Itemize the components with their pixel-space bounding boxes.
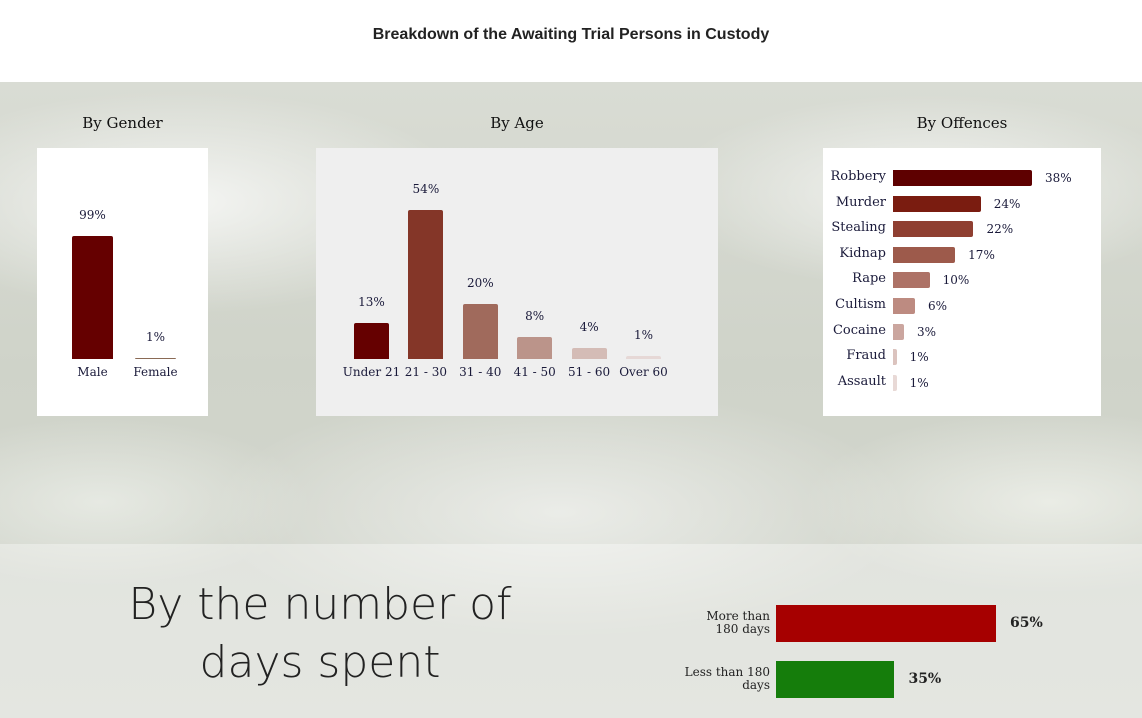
bar-21-30	[408, 210, 444, 359]
value-label-cultism: 6%	[927, 299, 947, 313]
value-label-murder: 24%	[993, 196, 1021, 211]
age-chart-title: By Age	[490, 114, 544, 132]
page-title: Breakdown of the Awaiting Trial Persons …	[372, 26, 770, 43]
bar-cultism	[893, 298, 915, 314]
days-label-more-than-180-days: More than 180 days	[706, 609, 770, 636]
category-label-under-21: Under 21	[342, 365, 401, 379]
bar-41-50	[517, 336, 553, 359]
value-label-under-21: 13%	[358, 295, 385, 310]
category-label-male: Male	[77, 365, 108, 379]
gender-chart: 99% Male 1% Female	[37, 148, 208, 416]
value-label-cocaine: 3%	[916, 324, 937, 339]
bar-31-40	[462, 303, 498, 359]
bar-robbery	[893, 170, 1032, 186]
bar-female	[135, 357, 176, 359]
offences-chart: Robbery 38% Murder 24% Stealing 22% Kidnap 17% R…	[823, 148, 1101, 416]
bar-murder	[893, 195, 981, 212]
value-label-assault: 1%	[909, 375, 929, 390]
value-label-robbery: 38%	[1045, 171, 1072, 185]
value-label-51-60: 4%	[579, 319, 599, 334]
category-label-over-60: Over 60	[619, 365, 668, 379]
age-chart: 13% Under 21 54% 21 - 30 20% 31 - 40 8% 41 - 50…	[316, 148, 718, 416]
bar-under-21	[354, 323, 389, 359]
offence-label-fraud: Fraud	[846, 348, 886, 364]
category-label-51-60: 51 - 60	[567, 365, 611, 379]
offence-label-robbery: Robbery	[830, 169, 886, 184]
value-label-21-30: 54%	[412, 182, 440, 196]
value-label-fraud: 1%	[909, 350, 929, 365]
days-chart-title: By the number of days spent	[128, 579, 512, 688]
offence-label-rape: Rape	[852, 271, 886, 287]
category-label-31-40: 31 - 40	[459, 365, 502, 379]
offences-chart-title: By Offences	[916, 114, 1008, 132]
bar-rape	[893, 272, 930, 289]
offence-label-murder: Murder	[835, 194, 886, 210]
value-label-less-than-180-days: 35%	[908, 671, 942, 687]
bar-less-than-180-days	[776, 661, 895, 698]
offence-label-stealing: Stealing	[831, 220, 886, 236]
bar-more-than-180-days	[776, 605, 996, 642]
value-label-kidnap: 17%	[968, 247, 995, 262]
bar-51-60	[571, 347, 607, 359]
value-label-over-60: 1%	[633, 328, 654, 343]
bar-male	[72, 236, 113, 359]
days-chart: More than 180 days 65% Less than 180 days 3…	[640, 590, 1120, 710]
category-label-41-50: 41 - 50	[513, 365, 556, 379]
value-label-rape: 10%	[942, 273, 970, 288]
category-label-female: Female	[133, 365, 178, 379]
value-label-male: 99%	[79, 208, 106, 223]
offence-label-assault: Assault	[837, 373, 886, 389]
bar-cocaine	[893, 323, 904, 340]
days-label-less-than-180-days: Less than 180 days	[684, 665, 770, 692]
bar-over-60	[626, 356, 661, 359]
bar-stealing	[893, 221, 974, 238]
value-label-31-40: 20%	[466, 275, 494, 290]
offence-label-kidnap: Kidnap	[839, 245, 886, 261]
category-label-21-30: 21 - 30	[404, 365, 447, 379]
bar-kidnap	[893, 246, 956, 263]
offence-label-cultism: Cultism	[835, 297, 886, 312]
bar-fraud	[893, 349, 897, 366]
value-label-female: 1%	[145, 329, 166, 344]
gender-chart-title: By Gender	[82, 114, 163, 132]
value-label-stealing: 22%	[986, 222, 1014, 237]
value-label-41-50: 8%	[525, 308, 545, 323]
value-label-more-than-180-days: 65%	[1010, 615, 1043, 631]
header: Breakdown of the Awaiting Trial Persons …	[0, 0, 1142, 82]
bar-assault	[893, 374, 897, 391]
offence-label-cocaine: Cocaine	[832, 322, 886, 338]
